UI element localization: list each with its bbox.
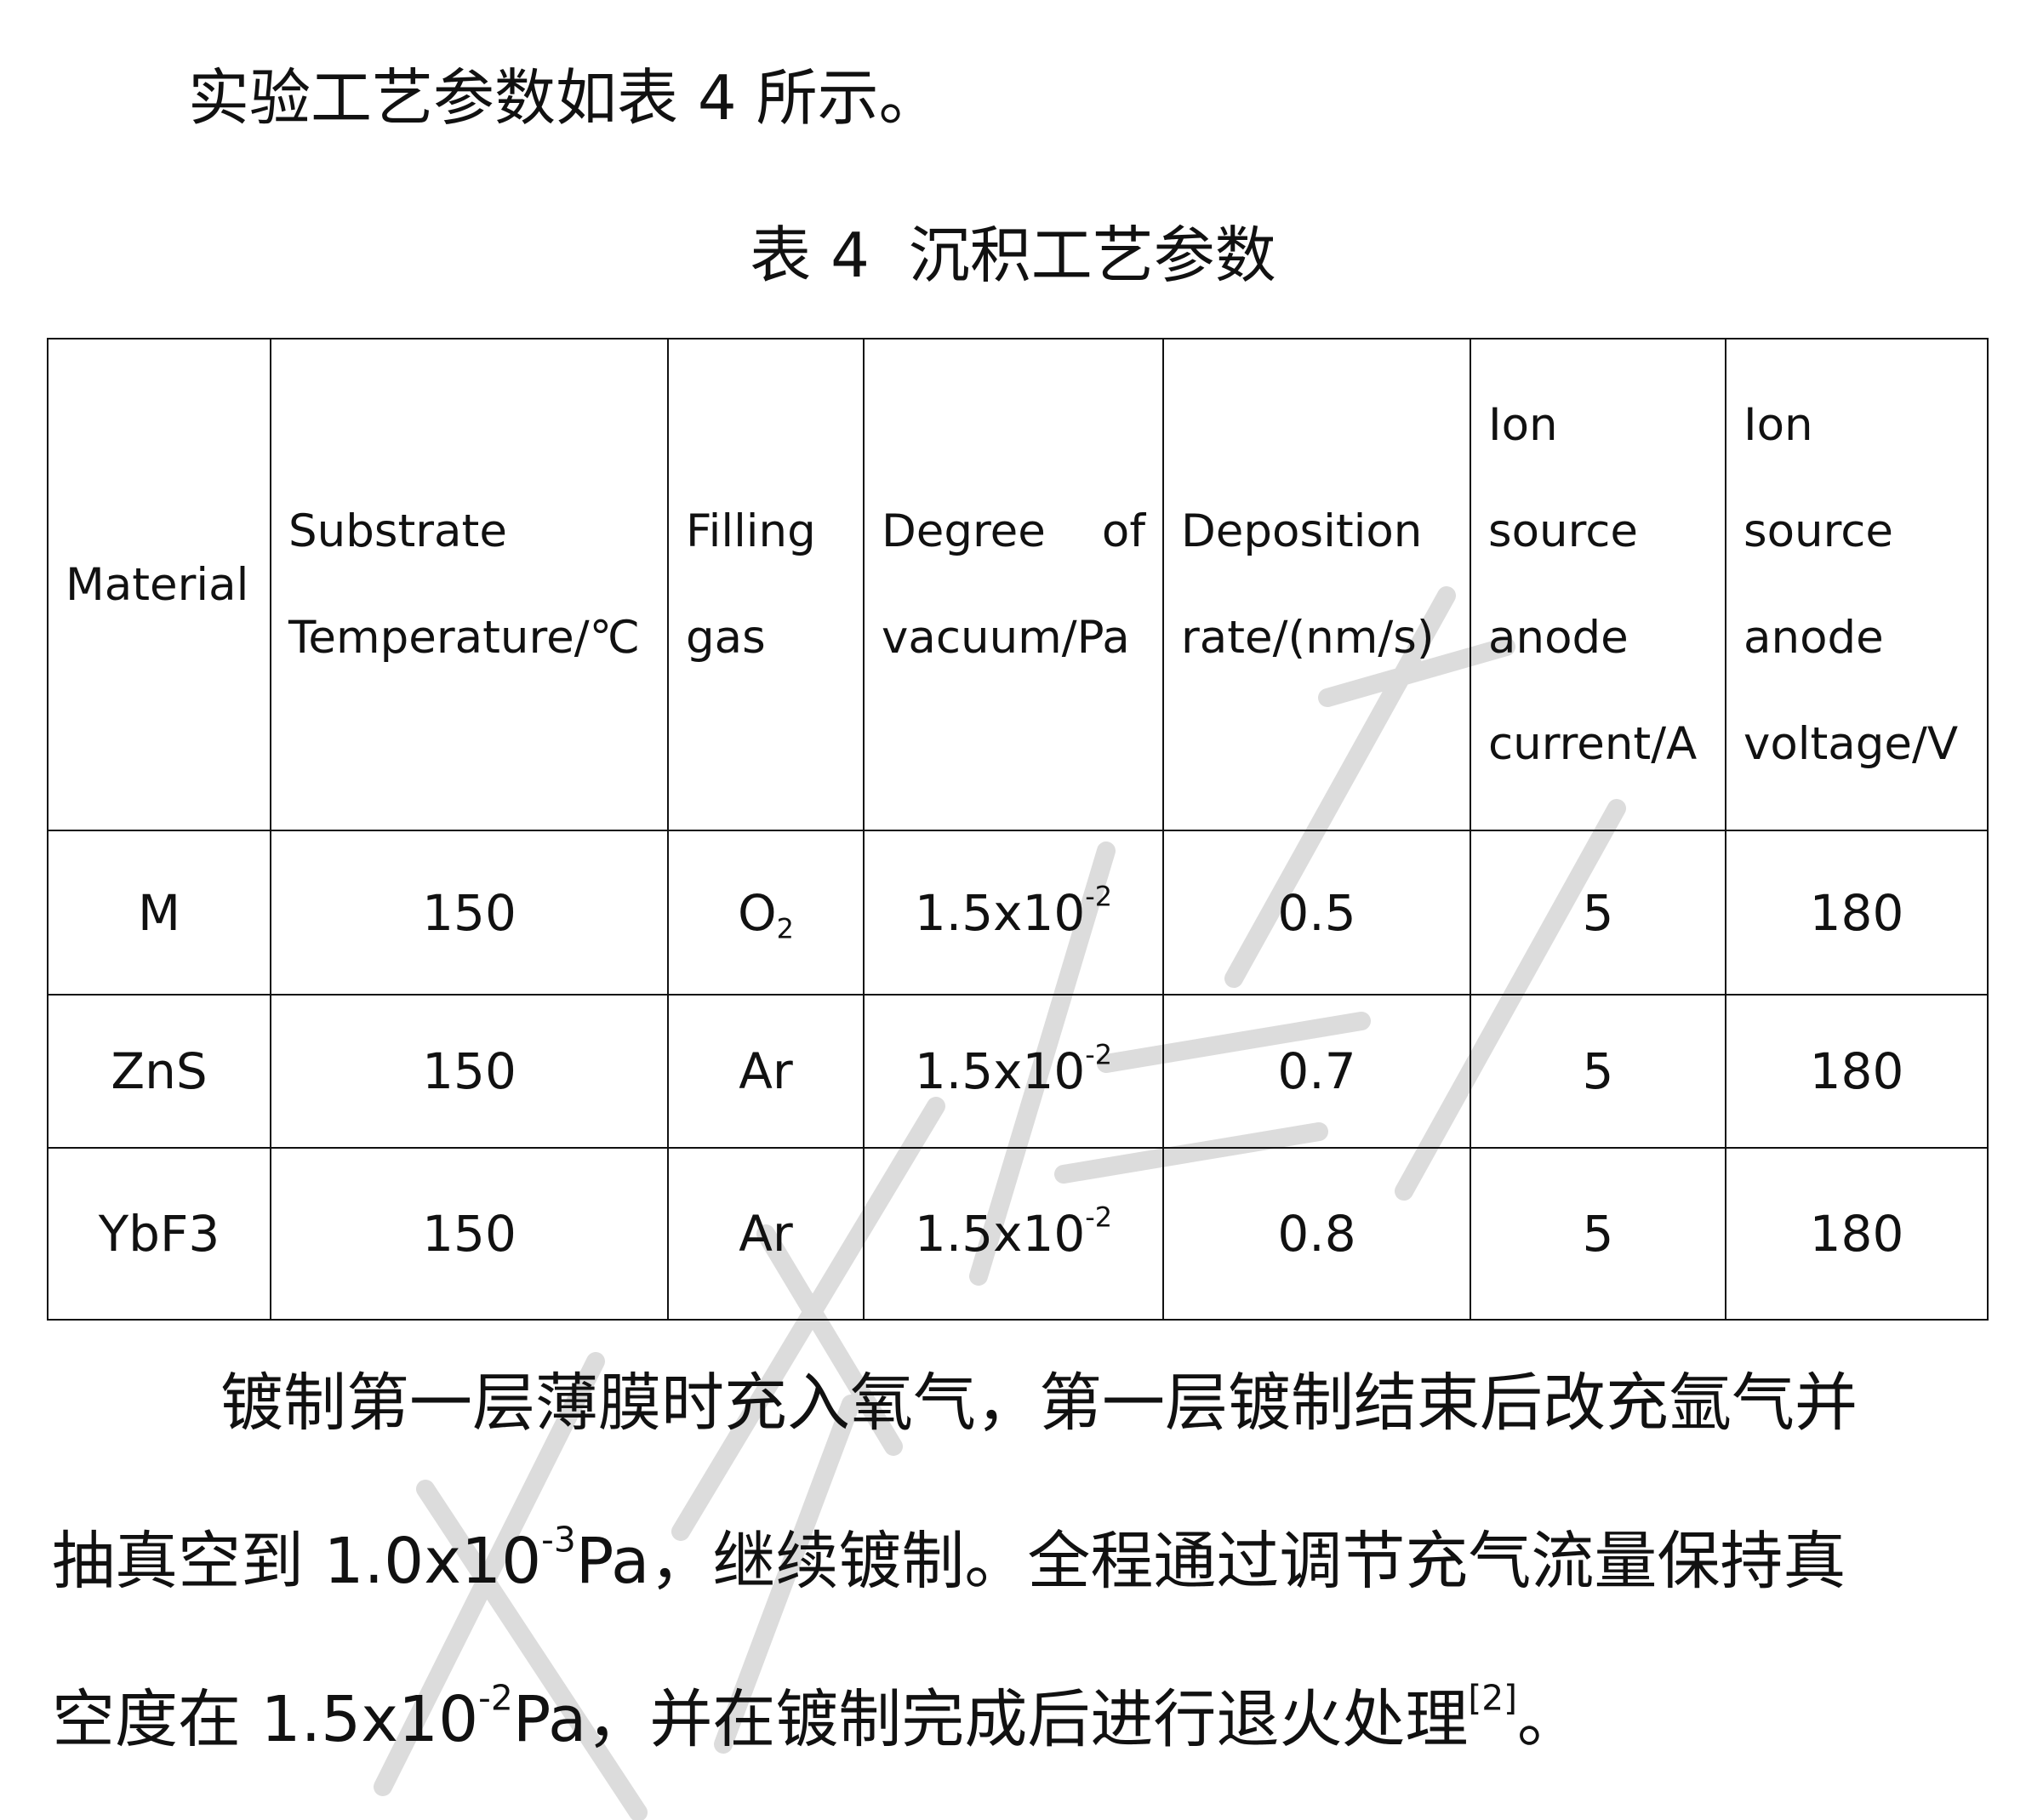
vacuum-exponent: -2 [1085,1038,1113,1071]
header-text: Filling [686,505,816,557]
paragraph-line: 空度在 1.5x10-2Pa，并在镀制完成后进行退火处理[2]。 [52,1640,1983,1799]
paragraph-line: 抽真空到 1.0x10-3Pa，继续镀制。全程通过调节充气流量保持真 [52,1482,1983,1640]
header-text: voltage/V [1744,718,1959,770]
cell-current: 5 [1470,830,1726,996]
header-text: gas [686,612,766,664]
table-row: ZnS 150 Ar 1.5x10-2 0.7 5 180 [47,994,1989,1149]
vacuum-base: 1.5x10 [914,1042,1086,1100]
header-material: Material [47,338,271,831]
gas-text: O [738,883,777,942]
header-text: rate/(nm/s) [1181,612,1435,664]
citation-reference[interactable]: [2] [1468,1677,1518,1719]
cell-temp: 150 [270,830,669,996]
header-text: anode [1744,612,1884,664]
header-text: source [1488,505,1639,557]
cell-gas: Ar [667,994,865,1149]
header-degree-of-vacuum: Degree of vacuum/Pa [863,338,1164,831]
header-text: Degree of [882,505,1145,557]
cell-voltage: 180 [1725,830,1989,996]
vacuum-exponent: -2 [1085,1201,1113,1234]
header-text: source [1744,505,1894,557]
header-substrate-temperature: Substrate Temperature/℃ [270,338,669,831]
cell-material: YbF3 [47,1147,271,1321]
cell-material: M [47,830,271,996]
table-row: YbF3 150 Ar 1.5x10-2 0.8 5 180 [47,1147,1989,1321]
gas-subscript: 2 [776,912,794,945]
cell-voltage: 180 [1725,1147,1989,1321]
cell-vacuum: 1.5x10-2 [863,1147,1164,1321]
cell-material: ZnS [47,994,271,1149]
cell-temp: 150 [270,1147,669,1321]
header-filling-gas: Filling gas [667,338,865,831]
table-caption: 表 4 沉积工艺参数 [750,220,1276,291]
header-text: vacuum/Pa [882,612,1130,664]
text-run: Pa，并在镀制完成后进行退火处理 [512,1683,1469,1756]
vacuum-base: 1.5x10 [914,1205,1086,1263]
cell-rate: 0.8 [1162,1147,1471,1321]
header-text: Material [66,558,249,611]
header-text: Ion [1488,399,1558,451]
cell-temp: 150 [270,994,669,1149]
cell-voltage: 180 [1725,994,1989,1149]
vacuum-exponent: -2 [1085,879,1113,912]
vacuum-base: 1.5x10 [914,883,1086,942]
cell-rate: 0.7 [1162,994,1471,1149]
cell-current: 5 [1470,994,1726,1149]
header-text: Temperature/℃ [288,612,641,664]
cell-rate: 0.5 [1162,830,1471,996]
text-run: 空度在 1.5x10 [52,1683,479,1756]
intro-text: 实验工艺参数如表 4 所示。 [188,62,940,134]
body-paragraph: 镀制第一层薄膜时充入氧气，第一层镀制结束后改充氩气并 抽真空到 1.0x10-3… [52,1324,1983,1799]
cell-current: 5 [1470,1147,1726,1321]
header-anode-voltage: Ion source anode voltage/V [1725,338,1989,831]
text-run: Pa，继续镀制。全程通过调节充气流量保持真 [575,1525,1846,1598]
paragraph-line: 镀制第一层薄膜时充入氧气，第一层镀制结束后改充氩气并 [220,1366,1858,1440]
deposition-parameters-table: Material Substrate Temperature/℃ Filling g… [47,338,1989,1321]
text-run: 。 [1517,1683,1581,1756]
header-text: anode [1488,612,1629,664]
header-text: current/A [1488,718,1698,770]
header-deposition-rate: Deposition rate/(nm/s) [1162,338,1471,831]
header-text: Substrate [288,505,507,557]
exponent: -3 [541,1519,576,1560]
header-anode-current: Ion source anode current/A [1470,338,1726,831]
table-header-row: Material Substrate Temperature/℃ Filling g… [47,338,1989,831]
cell-vacuum: 1.5x10-2 [863,830,1164,996]
header-text: Ion [1744,399,1813,451]
cell-gas: Ar [667,1147,865,1321]
table-row: M 150 O2 1.5x10-2 0.5 5 180 [47,830,1989,996]
gas-text: Ar [739,1042,793,1100]
header-text: Deposition [1181,505,1423,557]
cell-vacuum: 1.5x10-2 [863,994,1164,1149]
text-run: 抽真空到 1.0x10 [52,1525,542,1598]
gas-text: Ar [739,1205,793,1263]
cell-gas: O2 [667,830,865,996]
exponent: -2 [478,1677,513,1719]
